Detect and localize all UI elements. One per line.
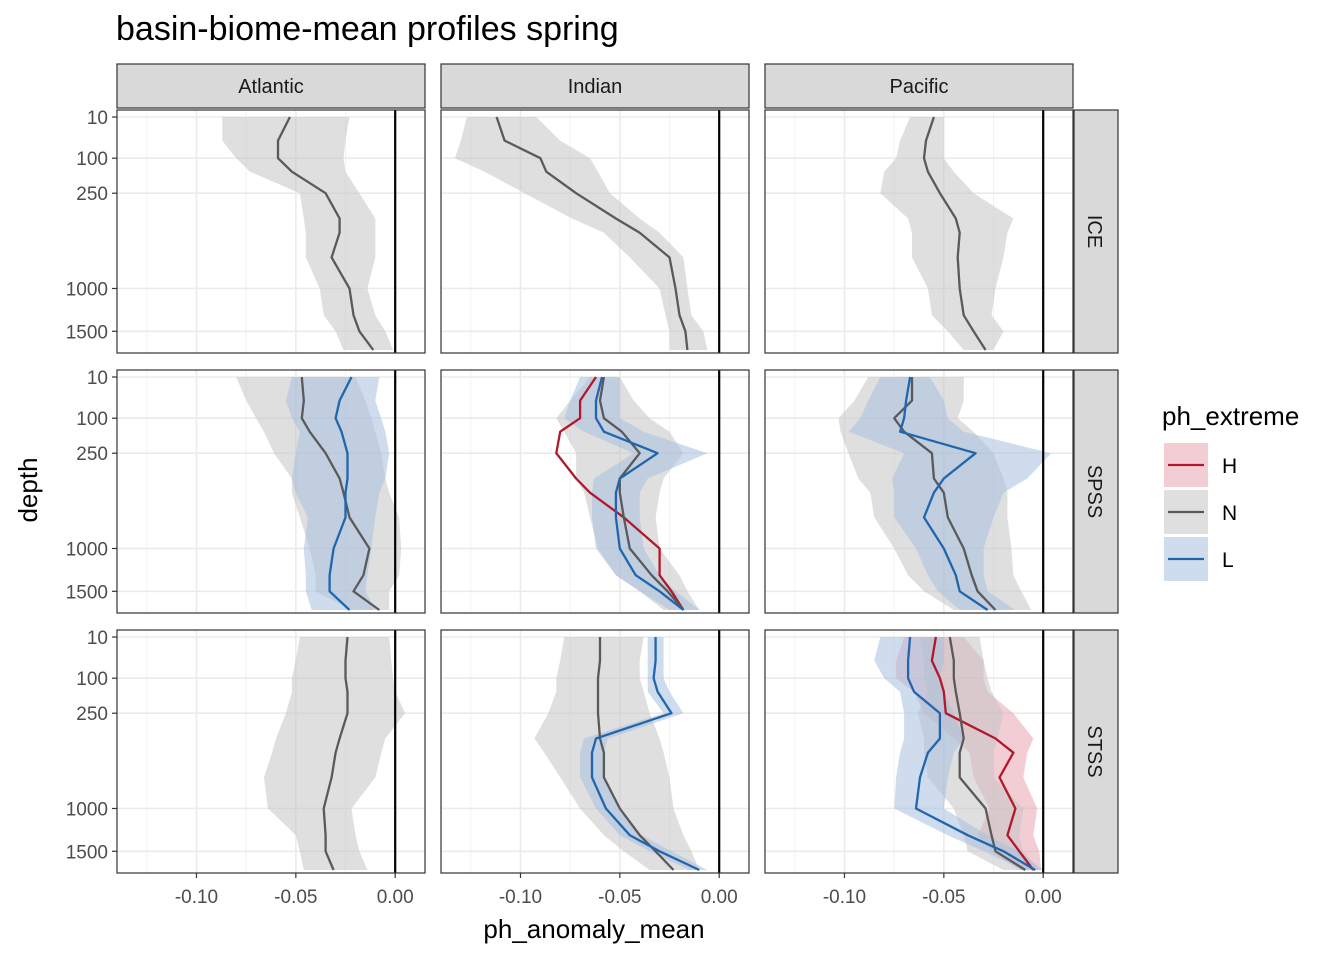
ribbon-n [918, 637, 1040, 870]
panel-border [440, 369, 750, 614]
series-line-l [594, 376, 685, 611]
y-tick-label: 250 [76, 704, 108, 725]
series-line-n [300, 376, 380, 611]
series-line-n [922, 116, 987, 351]
y-tick-label: 1000 [66, 279, 108, 300]
panel-spss-pacific [764, 369, 1074, 614]
panel-border [116, 629, 426, 874]
panel-spss-atlantic: 10 100 250 1000 1500 [66, 368, 426, 614]
y-tick-label: 10 [87, 368, 108, 389]
panel-border [116, 369, 426, 614]
panel-stss-pacific: -0.10 -0.05 0.00 [764, 629, 1074, 908]
legend: ph_extreme H N L [1162, 401, 1299, 581]
ribbon-n [454, 117, 708, 350]
x-tick-label: -0.05 [922, 887, 965, 908]
y-tick-label: 250 [76, 444, 108, 465]
row-strip-label-ice: ICE [1083, 215, 1105, 248]
x-tick-label: -0.10 [499, 887, 542, 908]
column-strip-label-indian: Indian [568, 76, 623, 98]
legend-label-h: H [1222, 455, 1237, 478]
y-tick-label: 100 [76, 669, 108, 690]
series-line-n [495, 116, 689, 351]
row-strip-label-stss: STSS [1083, 725, 1105, 777]
y-tick-label: 1500 [66, 322, 108, 343]
panel-border [764, 369, 1074, 614]
column-strip-label-pacific: Pacific [890, 76, 949, 98]
y-tick-label: 10 [87, 108, 108, 129]
ribbon-l [564, 377, 708, 610]
row-strip-stss [1073, 629, 1119, 874]
series-line-n [598, 376, 685, 611]
x-tick-label: 0.00 [701, 887, 738, 908]
x-tick-label: -0.05 [598, 887, 641, 908]
y-tick-label: 250 [76, 184, 108, 205]
x-tick-label: -0.10 [175, 887, 218, 908]
ribbon-n [880, 117, 1014, 350]
panel-ice-atlantic: 10 100 250 1000 1500 [66, 108, 426, 354]
row-strip-spss [1073, 369, 1119, 614]
row-strip-ice [1073, 109, 1119, 354]
panel-stss-indian: -0.10 -0.05 0.00 [440, 629, 750, 908]
facet-panels: Atlantic Indian Pacific ICE SPSS STSS 10 100 250… [66, 63, 1119, 908]
x-tick-label: 0.00 [377, 887, 414, 908]
series-line-l [898, 376, 989, 611]
panel-border [116, 109, 426, 354]
panel-border [440, 629, 750, 874]
series-line-h [930, 636, 1035, 871]
x-tick-label: -0.05 [274, 887, 317, 908]
panel-border [764, 629, 1074, 874]
y-tick-label: 100 [76, 149, 108, 170]
legend-item-h: H [1164, 443, 1237, 487]
series-line-n [948, 636, 1026, 871]
y-axis-title: depth [13, 457, 43, 522]
column-strip-pacific [764, 63, 1074, 109]
legend-label-l: L [1222, 549, 1234, 572]
series-line-h [555, 376, 685, 611]
row-strip-label-spss: SPSS [1083, 465, 1105, 518]
y-tick-label: 100 [76, 409, 108, 430]
column-strip-label-atlantic: Atlantic [238, 76, 304, 98]
x-axis-title: ph_anomaly_mean [483, 914, 704, 944]
legend-item-n: N [1164, 490, 1237, 534]
legend-item-l: L [1164, 537, 1234, 581]
series-line-l [590, 637, 700, 872]
panel-stss-atlantic: 10 100 250 1000 1500 -0.10 -0.05 0.00 [66, 628, 426, 908]
panel-ice-pacific [764, 109, 1074, 354]
panel-ice-indian [440, 109, 750, 354]
chart-title: basin-biome-mean profiles spring [116, 10, 619, 48]
panel-border [440, 109, 750, 354]
series-line-n [276, 116, 375, 351]
column-strip-atlantic [116, 63, 426, 109]
legend-title: ph_extreme [1162, 401, 1299, 431]
y-tick-label: 10 [87, 628, 108, 649]
column-strip-indian [440, 63, 750, 109]
y-tick-label: 1500 [66, 582, 108, 603]
x-tick-label: 0.00 [1025, 887, 1062, 908]
y-tick-label: 1500 [66, 842, 108, 863]
legend-label-n: N [1222, 502, 1237, 525]
ribbon-n [534, 637, 700, 870]
series-line-n [322, 636, 349, 871]
panel-spss-indian [440, 369, 750, 614]
y-tick-label: 1000 [66, 539, 108, 560]
ribbon-l [580, 637, 708, 870]
panel-border [764, 109, 1074, 354]
series-line-l [906, 636, 1036, 871]
ribbon-l [848, 377, 1052, 610]
series-line-l [328, 376, 353, 611]
y-tick-label: 1000 [66, 799, 108, 820]
x-tick-label: -0.10 [823, 887, 866, 908]
series-line-n [596, 637, 675, 871]
